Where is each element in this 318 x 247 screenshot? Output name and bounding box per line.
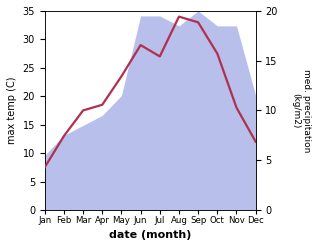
X-axis label: date (month): date (month) — [109, 230, 191, 240]
Y-axis label: med. precipitation
(kg/m2): med. precipitation (kg/m2) — [292, 69, 311, 152]
Y-axis label: max temp (C): max temp (C) — [7, 77, 17, 144]
